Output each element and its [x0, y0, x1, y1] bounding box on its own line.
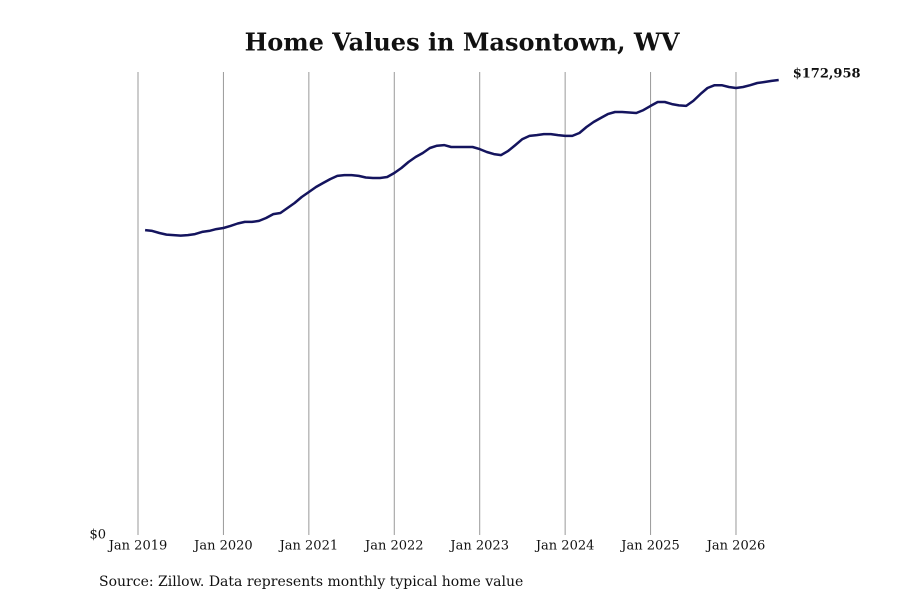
- x-tick-label: Jan 2022: [363, 539, 424, 554]
- y-tick-label: $0: [89, 528, 106, 543]
- x-tick-label: Jan 2021: [278, 539, 339, 554]
- source-note: Source: Zillow. Data represents monthly …: [99, 574, 523, 590]
- x-tick-label: Jan 2024: [534, 539, 595, 554]
- x-tick-label: Jan 2026: [705, 539, 766, 554]
- line: [144, 78, 779, 237]
- x-tick-label: Jan 2019: [107, 539, 168, 554]
- value-label: $172,958: [793, 67, 861, 82]
- x-tick-label: Jan 2020: [192, 539, 253, 554]
- x-tick-label: Jan 2025: [619, 539, 680, 554]
- x-tick-label: Jan 2023: [448, 539, 509, 554]
- chart-title: Home Values in Masontown, WV: [245, 28, 680, 57]
